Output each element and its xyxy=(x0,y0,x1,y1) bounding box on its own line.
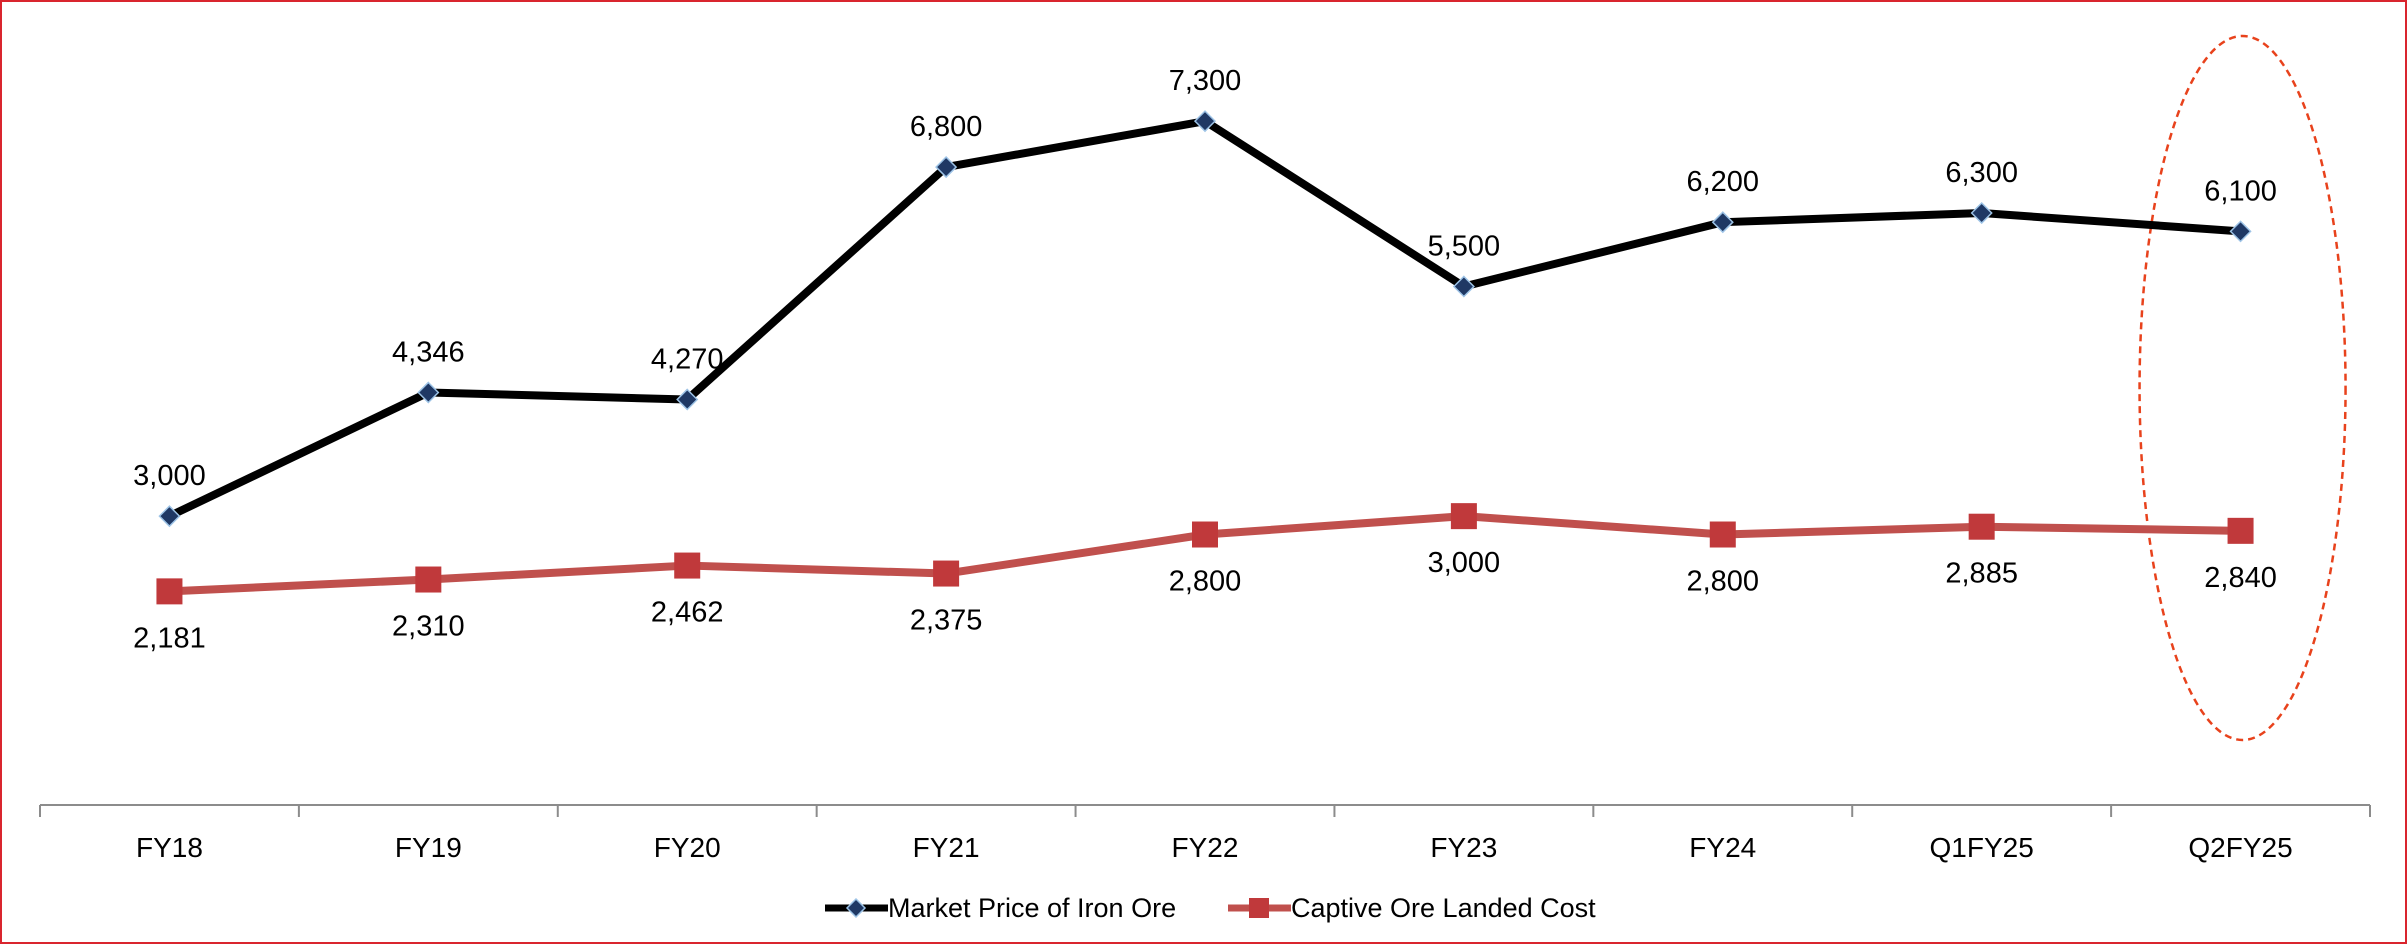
data-point xyxy=(156,578,183,605)
data-point xyxy=(415,566,442,593)
data-label: 3,000 xyxy=(1428,547,1501,579)
legend-swatch-marker xyxy=(845,897,867,919)
data-label: 2,181 xyxy=(133,622,206,654)
data-point xyxy=(1193,110,1217,133)
data-point xyxy=(933,560,960,587)
highlight-ellipse xyxy=(2138,34,2347,742)
data-label: 2,375 xyxy=(910,605,983,637)
highlight-layer xyxy=(2138,34,2347,742)
data-label: 5,500 xyxy=(1428,230,1501,262)
data-label: 2,462 xyxy=(651,597,724,629)
data-label: 7,300 xyxy=(1169,65,1242,97)
series-line xyxy=(165,117,2245,521)
data-label: 6,800 xyxy=(910,111,983,143)
x-tick-label: FY19 xyxy=(395,832,462,863)
data-label: 6,300 xyxy=(1945,157,2018,189)
data-point xyxy=(1192,521,1218,548)
x-tick-label: FY22 xyxy=(1172,832,1239,863)
data-label: 6,100 xyxy=(2204,175,2277,207)
legend-label: Captive Ore Landed Cost xyxy=(1291,893,1596,923)
series-layer xyxy=(156,110,2254,605)
data-point xyxy=(1970,201,1993,225)
data-label: 2,840 xyxy=(2204,562,2277,594)
data-label: 2,310 xyxy=(392,611,465,643)
data-point xyxy=(1711,211,1734,234)
legend: Market Price of Iron Ore Captive Ore Land… xyxy=(825,893,1596,923)
data-label: 2,800 xyxy=(1686,566,1759,598)
data-point xyxy=(1968,513,1995,540)
data-point xyxy=(158,505,181,528)
data-point xyxy=(676,388,699,411)
data-label: 6,200 xyxy=(1686,166,1759,198)
data-label: 3,000 xyxy=(133,460,206,492)
x-tick-label: Q1FY25 xyxy=(1930,832,2034,863)
x-tick-label: FY24 xyxy=(1689,832,1756,863)
x-axis: FY18 FY19 FY20 FY21 FY22 FY23 FY24 Q1FY25 Q2FY25 xyxy=(39,804,2371,863)
data-point xyxy=(2229,220,2252,243)
data-point xyxy=(417,381,440,404)
x-tick-label: FY23 xyxy=(1430,832,1497,863)
x-tick-label: FY21 xyxy=(913,832,980,863)
data-point xyxy=(2227,517,2254,544)
data-label-layer: 3,000 4,346 4,270 6,800 7,300 5,500 6,200 6,300… xyxy=(133,65,2277,654)
data-label: 4,346 xyxy=(392,336,465,368)
x-tick-label: FY18 xyxy=(136,832,203,863)
data-point xyxy=(1709,521,1736,548)
legend-label: Market Price of Iron Ore xyxy=(888,893,1176,923)
x-tick-label: FY20 xyxy=(654,832,721,863)
data-point xyxy=(1450,503,1477,530)
data-label: 2,800 xyxy=(1169,566,1242,598)
legend-swatch-marker xyxy=(1249,898,1269,918)
x-tick-label: Q2FY25 xyxy=(2188,832,2292,863)
data-point xyxy=(1452,275,1475,298)
data-point xyxy=(674,552,701,579)
data-label: 4,270 xyxy=(651,343,724,375)
data-point xyxy=(935,156,958,179)
data-label: 2,885 xyxy=(1945,558,2018,590)
